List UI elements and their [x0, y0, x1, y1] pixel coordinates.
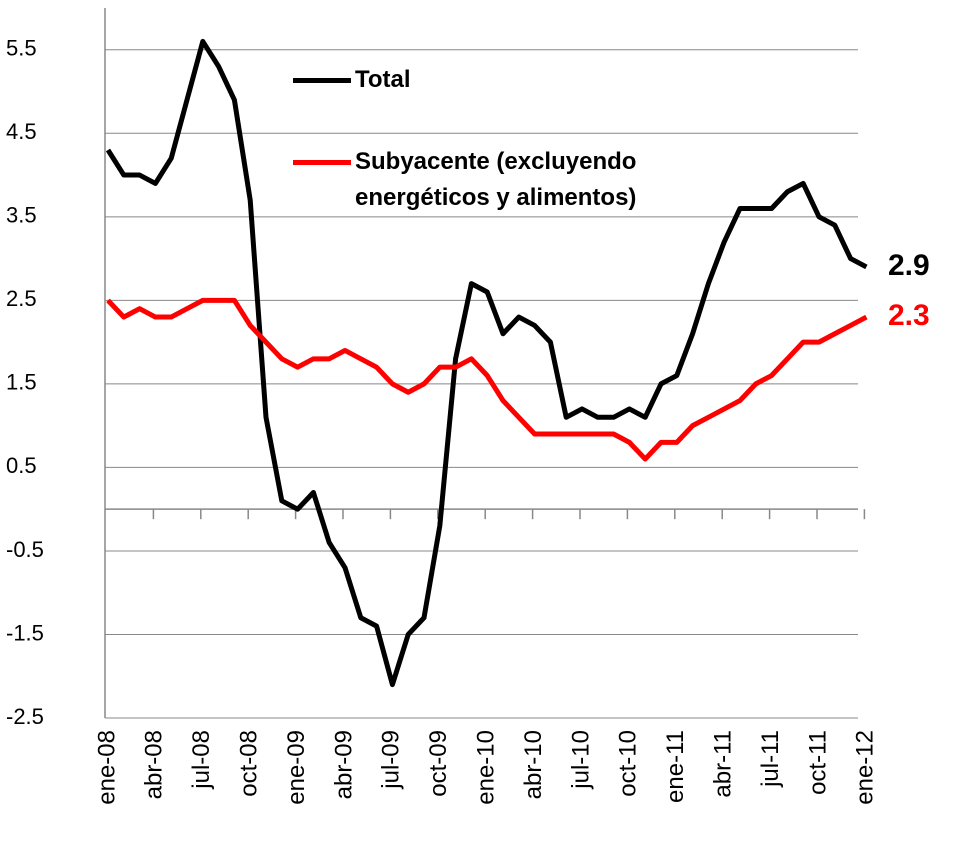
x-tick-label: abr-09	[330, 730, 357, 799]
end-label: 2.3	[888, 299, 930, 332]
x-tick-label: oct-10	[615, 730, 642, 797]
x-tick-label: jul-11	[757, 730, 784, 788]
legend-label: Subyacente (excluyendo energéticos y ali…	[355, 148, 637, 211]
legend-swatch	[293, 78, 351, 83]
x-tick-label: oct-11	[804, 730, 831, 795]
x-tick-label: oct-08	[236, 730, 263, 797]
y-tick-label: 4.5	[6, 119, 37, 144]
series-line	[106, 297, 868, 462]
legend-swatch	[293, 160, 351, 165]
series-line	[105, 38, 868, 688]
y-tick-label: -0.5	[6, 537, 44, 562]
y-tick-label: 5.5	[6, 36, 37, 61]
x-tick-label: ene-09	[283, 730, 310, 805]
x-tick-label: jul-09	[378, 730, 405, 790]
x-tick-label: ene-11	[662, 730, 689, 803]
legend-entry: Subyacente (excluyendo energéticos y ali…	[293, 144, 715, 216]
y-tick-label: 3.5	[6, 203, 37, 228]
y-tick-label: -1.5	[6, 620, 44, 645]
x-tick-label: abr-08	[141, 730, 168, 799]
x-tick-label: jul-10	[567, 730, 594, 790]
end-label: 2.9	[888, 249, 930, 282]
y-tick-label: -2.5	[6, 704, 44, 729]
x-tick-label: ene-08	[93, 730, 120, 805]
x-tick-label: abr-11	[710, 730, 737, 798]
y-tick-label: 2.5	[6, 286, 37, 311]
y-tick-label: 0.5	[6, 453, 37, 478]
legend-entry: Total	[293, 62, 715, 98]
x-tick-label: ene-10	[473, 730, 500, 805]
x-tick-label: abr-10	[520, 730, 547, 799]
x-tick-label: ene-12	[852, 730, 879, 805]
y-tick-label: 1.5	[6, 370, 37, 395]
x-tick-label: oct-09	[425, 730, 452, 797]
legend-label: Total	[355, 66, 411, 93]
x-tick-label: jul-08	[188, 730, 215, 790]
